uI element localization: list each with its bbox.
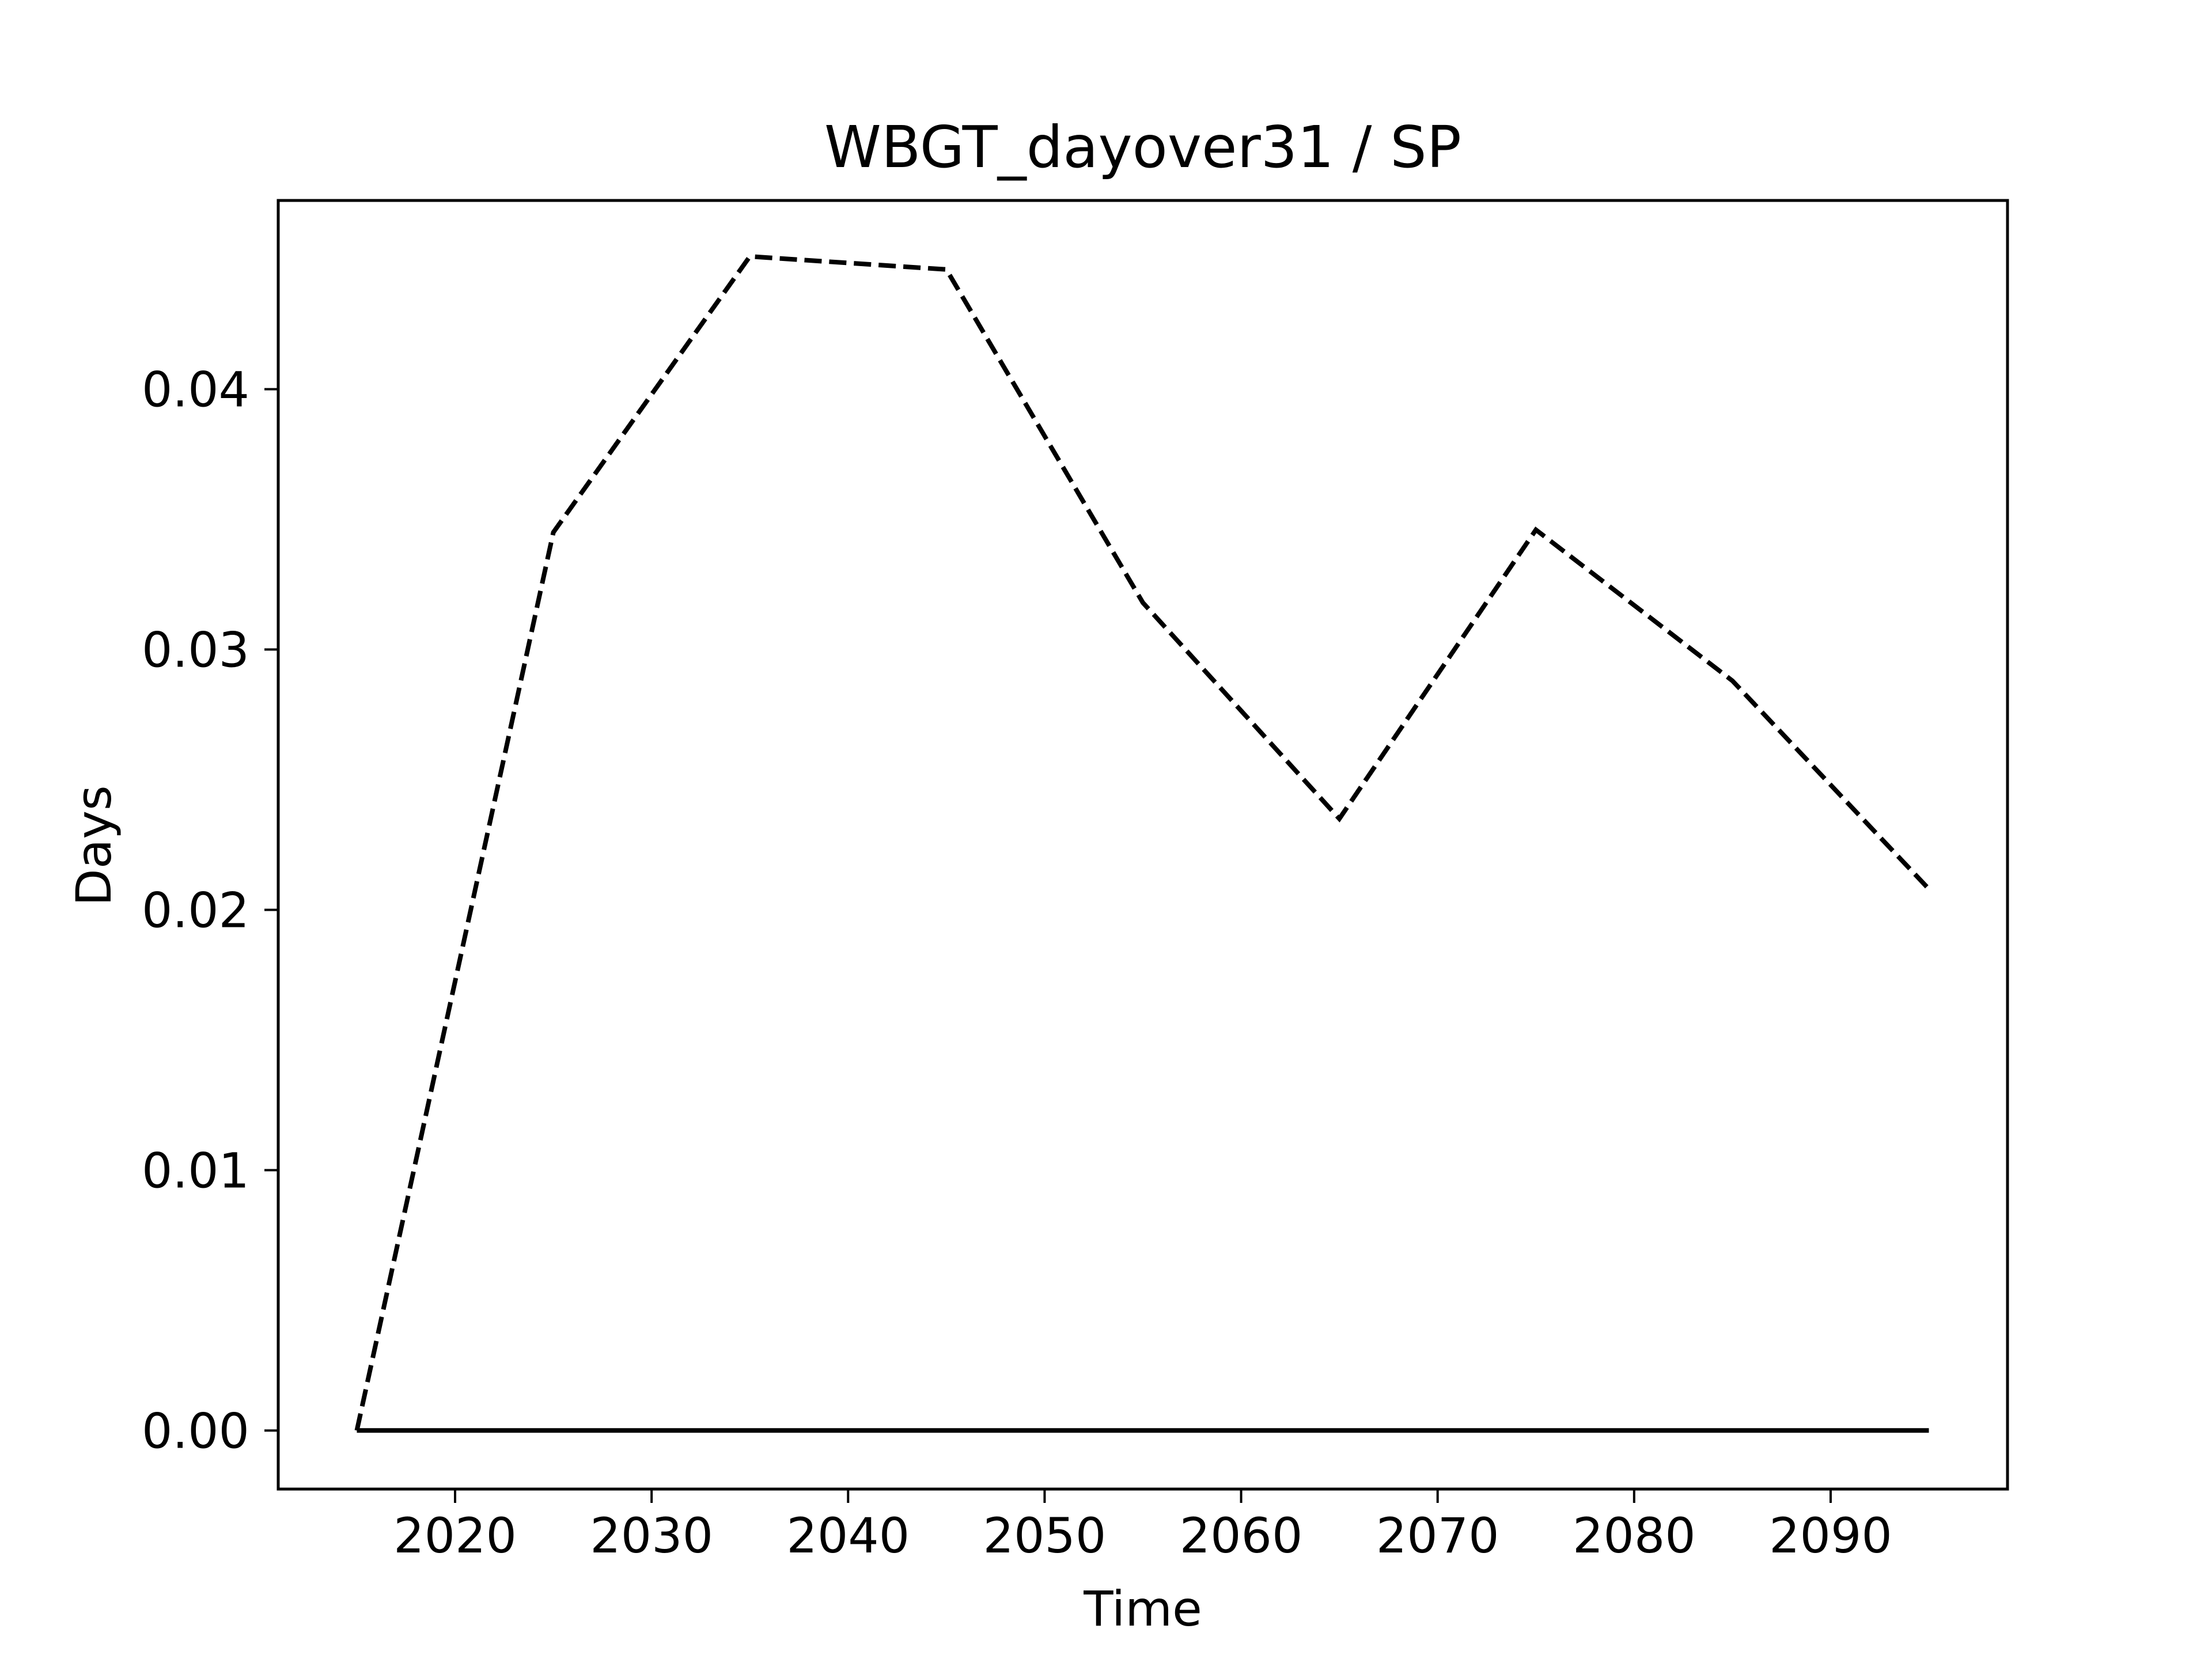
y-axis: 0.00 0.01 0.02 0.03 0.04 bbox=[142, 362, 278, 1459]
x-tick-label: 2040 bbox=[786, 1508, 910, 1564]
x-axis: 2020 2030 2040 2050 2060 2070 2080 2090 bbox=[393, 1489, 1892, 1564]
y-tick-label: 0.03 bbox=[142, 622, 249, 679]
y-tick-label: 0.04 bbox=[142, 362, 249, 418]
x-tick-label: 2090 bbox=[1769, 1508, 1892, 1564]
series-line-dashed bbox=[354, 254, 1931, 1431]
y-tick-label: 0.00 bbox=[142, 1403, 249, 1459]
x-axis-label: Time bbox=[1083, 1581, 1202, 1637]
x-tick-label: 2030 bbox=[590, 1508, 713, 1564]
chart-title: WBGT_dayover31 / SP bbox=[824, 113, 1461, 181]
x-tick-label: 2060 bbox=[1180, 1508, 1303, 1564]
y-tick-label: 0.02 bbox=[142, 882, 249, 938]
plot-area bbox=[354, 254, 1931, 1433]
x-tick-label: 2050 bbox=[983, 1508, 1107, 1564]
y-tick-label: 0.01 bbox=[142, 1142, 249, 1199]
x-tick-label: 2080 bbox=[1573, 1508, 1696, 1564]
x-tick-label: 2020 bbox=[393, 1508, 517, 1564]
plot-frame bbox=[276, 199, 2009, 1491]
x-tick-label: 2070 bbox=[1376, 1508, 1499, 1564]
y-axis-label: Days bbox=[66, 785, 122, 906]
